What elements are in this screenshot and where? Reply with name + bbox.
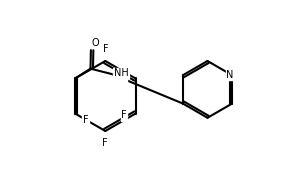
Text: O: O xyxy=(92,38,100,48)
Text: F: F xyxy=(83,115,88,125)
Text: F: F xyxy=(121,71,127,81)
Text: N: N xyxy=(226,70,234,80)
Text: F: F xyxy=(103,44,109,54)
Text: F: F xyxy=(121,110,127,120)
Text: F: F xyxy=(102,138,107,148)
Text: NH: NH xyxy=(114,68,128,78)
